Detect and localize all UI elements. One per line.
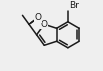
Text: O: O <box>34 13 41 22</box>
Text: O: O <box>41 20 48 29</box>
Text: Br: Br <box>69 1 79 10</box>
